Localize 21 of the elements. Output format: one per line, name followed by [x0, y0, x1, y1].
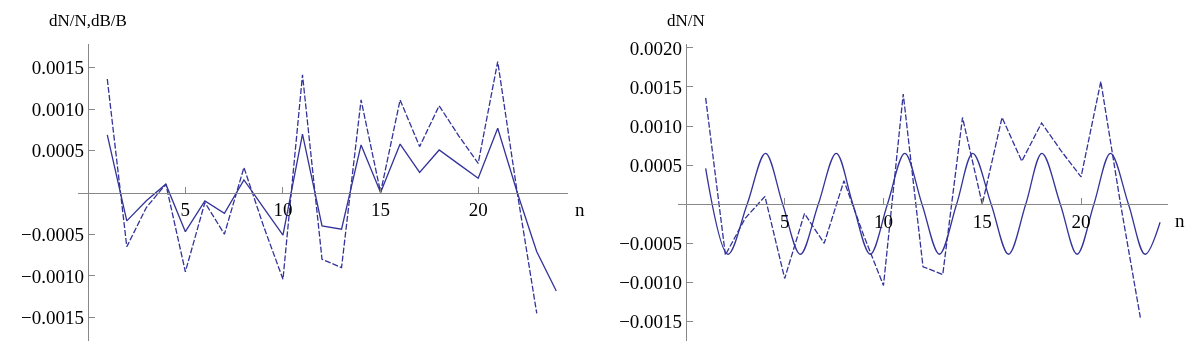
x-tick-label: 5	[180, 199, 191, 221]
y-tick-label: 0.0010	[629, 115, 683, 137]
x-tick-label: 15	[972, 211, 992, 233]
y-tick-label: 0.0005	[629, 154, 683, 176]
y-tick-label: 0.0015	[31, 57, 84, 79]
y-tick-label: 0.0015	[629, 76, 683, 98]
y-tick-label: −0.0015	[619, 311, 683, 333]
x-tick-label: 15	[371, 199, 391, 221]
y-tick-label: 0.0020	[629, 37, 683, 59]
y-tick-label: 0.0005	[31, 140, 84, 162]
x-tick-label: 20	[468, 199, 488, 221]
y-tick-label: −0.0005	[20, 223, 84, 245]
y-axis-title: dN/N	[667, 11, 705, 30]
x-axis-title: n	[575, 199, 585, 220]
y-tick-label: −0.0015	[20, 307, 84, 329]
y-tick-label: −0.0005	[619, 232, 683, 254]
y-axis-title: dN/N,dB/B	[49, 11, 127, 30]
y-tick-label: −0.0010	[619, 272, 683, 294]
x-axis-title: n	[1175, 210, 1185, 231]
y-tick-label: −0.0010	[20, 265, 84, 287]
y-tick-label: 0.0010	[31, 98, 84, 120]
